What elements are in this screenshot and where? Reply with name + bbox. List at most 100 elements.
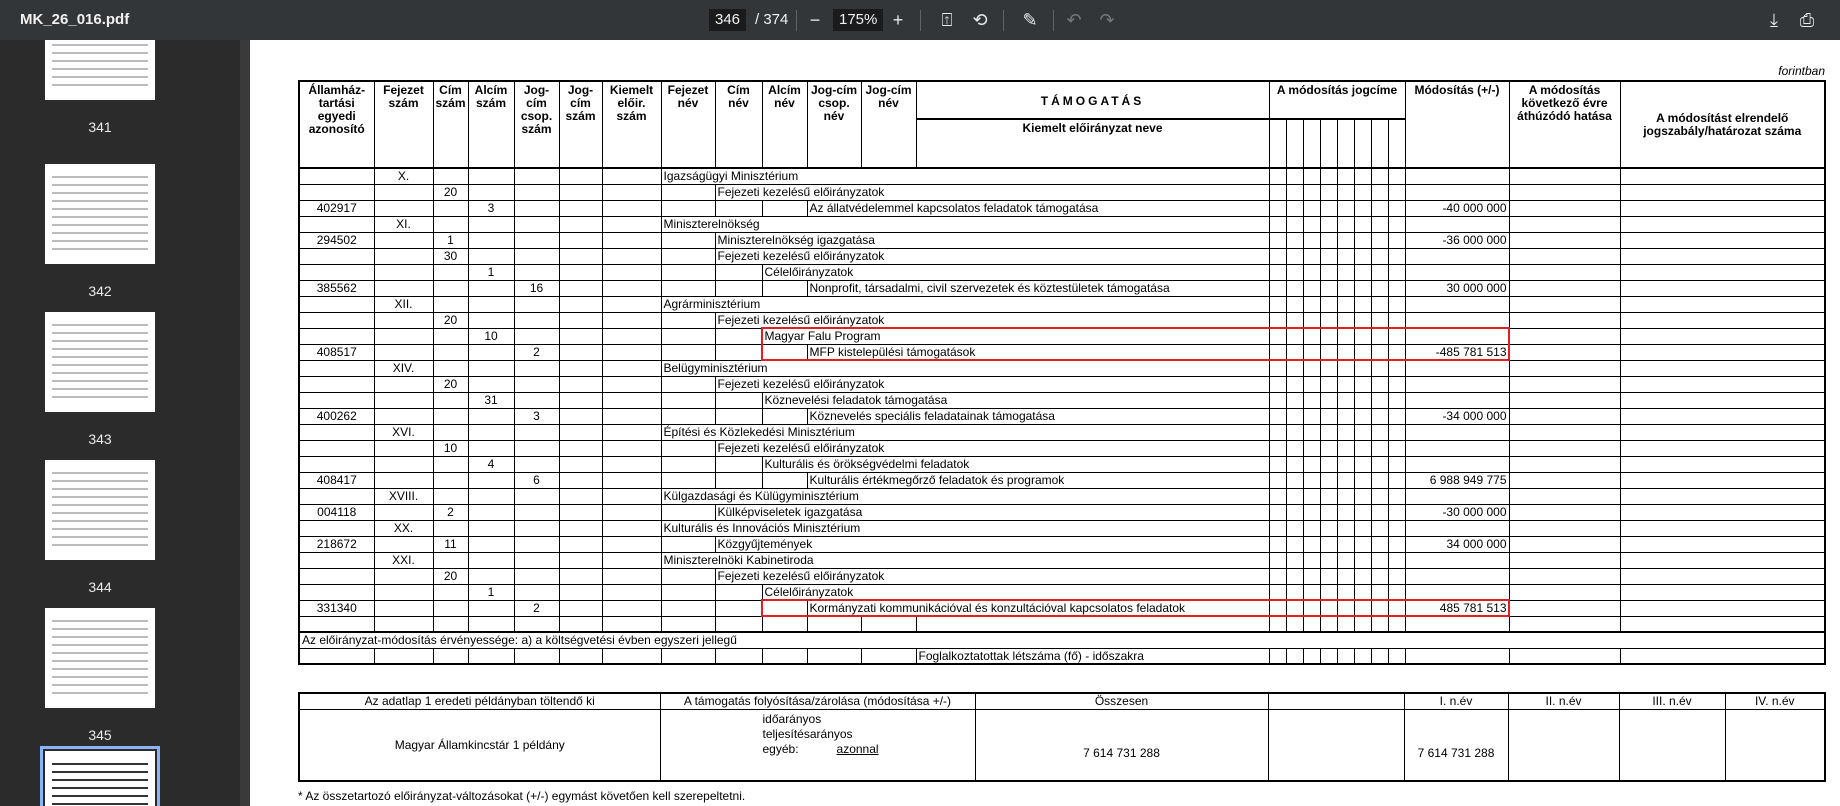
cell-id xyxy=(298,551,375,569)
table-cell xyxy=(1319,583,1338,601)
row-name: Építési és Közlekedési Minisztérium xyxy=(660,423,1270,441)
page-thumbnail[interactable] xyxy=(45,164,155,264)
table-cell xyxy=(1336,311,1355,329)
table-cell xyxy=(1319,407,1338,425)
table-cell xyxy=(1285,183,1304,201)
page-number-input[interactable]: 346 xyxy=(709,9,747,31)
cell-jcsop xyxy=(513,535,560,553)
row-name: Kulturális és Innovációs Minisztérium xyxy=(660,519,1270,537)
cell-fej xyxy=(373,279,434,297)
table-cell xyxy=(1302,615,1321,633)
table-cell xyxy=(1336,615,1355,633)
table-cell xyxy=(1508,327,1621,345)
cell-jcim xyxy=(558,183,603,201)
table-cell xyxy=(1336,487,1355,505)
download-icon[interactable]: ⤓ xyxy=(1770,10,1778,30)
table-cell xyxy=(1353,183,1372,201)
cell-id: 004118 xyxy=(298,503,375,521)
table-cell xyxy=(1268,439,1287,457)
rotate-icon[interactable]: ⟲ xyxy=(972,10,988,30)
cell-modositas xyxy=(1404,183,1510,201)
cell-fej xyxy=(373,391,434,409)
cell-id xyxy=(298,311,375,329)
table-cell xyxy=(1268,583,1287,601)
page-thumbnail[interactable] xyxy=(45,460,155,560)
table-cell xyxy=(1353,423,1372,441)
row-name: Fejezeti kezelésű előirányzatok xyxy=(714,439,1270,457)
page-thumbnail[interactable] xyxy=(40,746,160,806)
table-cell xyxy=(1353,199,1372,217)
row-name: Köznevelés speciális feladatainak támoga… xyxy=(806,407,1270,425)
cell-jcsop xyxy=(513,567,560,585)
cell-alcim: 1 xyxy=(467,583,515,601)
table-cell xyxy=(1302,519,1321,537)
sidebar-scrollbar[interactable] xyxy=(240,40,250,806)
table-cell xyxy=(1370,503,1389,521)
zoom-level-input[interactable]: 175% xyxy=(833,9,884,31)
thumbnail-label: 342 xyxy=(88,283,112,299)
cell-modositas: 30 000 000 xyxy=(1404,279,1510,297)
table-cell xyxy=(1319,391,1338,409)
table-cell xyxy=(1370,391,1389,409)
table-cell xyxy=(1353,247,1372,265)
print-icon[interactable]: ⎙ xyxy=(1799,10,1815,30)
redo-icon[interactable]: ↷ xyxy=(1099,10,1115,30)
cell-jcim xyxy=(558,279,603,297)
page-thumbnail[interactable] xyxy=(45,608,155,708)
table-row: 331340 2 Kormányzati kommunikációval és ko… xyxy=(298,599,1826,617)
table-cell xyxy=(660,375,716,393)
cell-id xyxy=(298,439,375,457)
fit-page-icon[interactable]: ⍐ xyxy=(941,10,953,30)
cell-cim: 20 xyxy=(432,567,469,585)
table-cell xyxy=(1285,199,1304,217)
summary-header: A támogatás folyósítása/zárolása (módosí… xyxy=(659,692,976,710)
cell-modositas xyxy=(1404,487,1510,505)
cell-cim xyxy=(432,327,469,345)
table-cell xyxy=(714,647,763,665)
zoom-in-button[interactable]: + xyxy=(892,10,904,30)
zoom-out-button[interactable]: − xyxy=(809,10,821,30)
table-cell xyxy=(714,343,763,361)
cell-alcim: 10 xyxy=(467,327,515,345)
cell-jcim xyxy=(558,311,603,329)
cell-alcim xyxy=(467,599,515,617)
table-cell xyxy=(1370,455,1389,473)
cell-id xyxy=(298,183,375,201)
table-cell xyxy=(1387,231,1406,249)
table-cell xyxy=(1508,471,1621,489)
table-cell xyxy=(1508,423,1621,441)
table-cell xyxy=(1508,407,1621,425)
cell-modositas xyxy=(1404,615,1510,633)
table-cell xyxy=(660,439,716,457)
summary-header: Összesen xyxy=(974,692,1269,710)
table-cell xyxy=(1302,391,1321,409)
cell-jcsop xyxy=(513,551,560,569)
table-cell xyxy=(761,615,808,633)
table-cell xyxy=(1370,295,1389,313)
table-cell xyxy=(806,615,862,633)
table-cell xyxy=(1370,487,1389,505)
cell-cim xyxy=(432,343,469,361)
cell-jcsop xyxy=(513,359,560,377)
table-cell xyxy=(1387,583,1406,601)
cell-modositas xyxy=(1404,375,1510,393)
undo-icon[interactable]: ↶ xyxy=(1066,10,1082,30)
table-cell xyxy=(1285,647,1304,665)
table-cell xyxy=(660,535,716,553)
page-thumbnail[interactable] xyxy=(45,40,155,100)
table-cell xyxy=(1353,263,1372,281)
table-cell xyxy=(660,263,716,281)
table-cell xyxy=(1268,295,1287,313)
jogcim-subcolumn xyxy=(1285,118,1304,169)
cell-alcim xyxy=(467,167,515,185)
table-cell xyxy=(1370,199,1389,217)
page-thumbnail[interactable] xyxy=(45,312,155,412)
thumbnail-label: 344 xyxy=(88,579,112,595)
annotate-pen-icon[interactable]: ✎ xyxy=(1022,10,1038,30)
table-cell xyxy=(660,391,716,409)
table-cell xyxy=(1387,199,1406,217)
cell-kiem xyxy=(601,487,662,505)
table-cell xyxy=(1353,583,1372,601)
table-cell xyxy=(1619,407,1826,425)
cell-cim: 1 xyxy=(432,231,469,249)
